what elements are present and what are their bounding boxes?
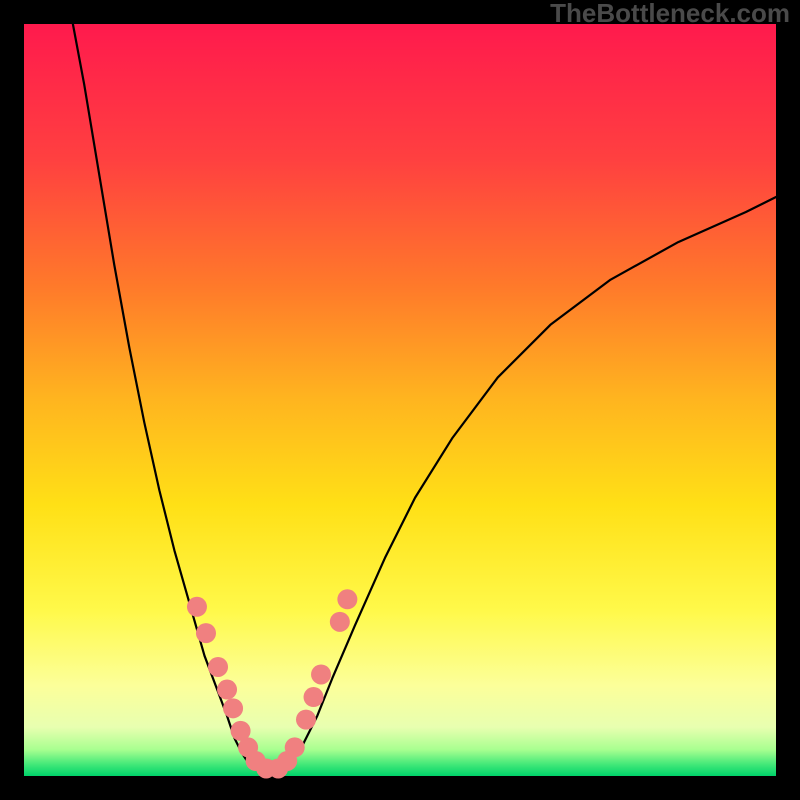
marker-dot	[196, 623, 216, 643]
marker-dot	[330, 612, 350, 632]
watermark-text: TheBottleneck.com	[550, 0, 790, 29]
chart-frame: TheBottleneck.com	[0, 0, 800, 800]
marker-dot	[296, 710, 316, 730]
bottleneck-chart	[0, 0, 800, 800]
marker-dot	[311, 664, 331, 684]
marker-dot	[223, 698, 243, 718]
marker-dot	[187, 597, 207, 617]
marker-dot	[217, 680, 237, 700]
marker-dot	[285, 737, 305, 757]
marker-dot	[304, 687, 324, 707]
plot-background	[24, 24, 776, 776]
marker-dot	[337, 589, 357, 609]
marker-dot	[208, 657, 228, 677]
